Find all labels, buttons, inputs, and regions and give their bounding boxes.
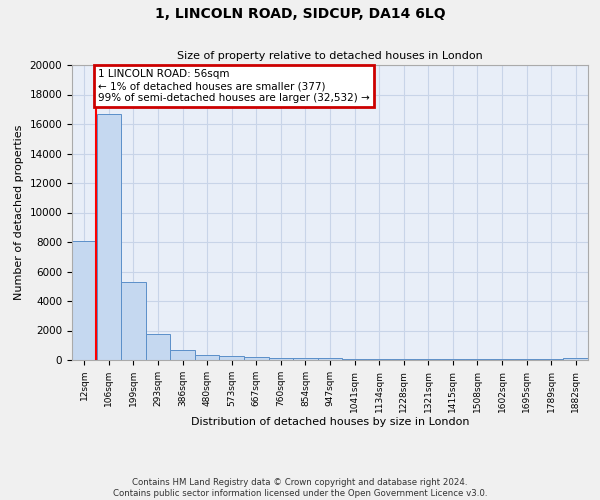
Bar bbox=[367, 359, 391, 360]
Bar bbox=[72, 240, 97, 360]
Bar bbox=[220, 356, 244, 360]
Bar bbox=[440, 359, 465, 360]
Bar bbox=[269, 358, 293, 360]
Bar bbox=[195, 355, 220, 360]
Bar bbox=[146, 334, 170, 360]
Bar bbox=[244, 357, 269, 360]
Bar bbox=[170, 350, 195, 360]
Title: Size of property relative to detached houses in London: Size of property relative to detached ho… bbox=[177, 52, 483, 62]
Text: Contains HM Land Registry data © Crown copyright and database right 2024.
Contai: Contains HM Land Registry data © Crown c… bbox=[113, 478, 487, 498]
Bar bbox=[318, 358, 342, 360]
Text: 1 LINCOLN ROAD: 56sqm
← 1% of detached houses are smaller (377)
99% of semi-deta: 1 LINCOLN ROAD: 56sqm ← 1% of detached h… bbox=[98, 70, 370, 102]
Bar bbox=[121, 282, 146, 360]
X-axis label: Distribution of detached houses by size in London: Distribution of detached houses by size … bbox=[191, 418, 469, 428]
Bar bbox=[342, 358, 367, 360]
Bar bbox=[293, 358, 318, 360]
Bar bbox=[416, 359, 440, 360]
Bar bbox=[97, 114, 121, 360]
Y-axis label: Number of detached properties: Number of detached properties bbox=[14, 125, 24, 300]
Text: 1, LINCOLN ROAD, SIDCUP, DA14 6LQ: 1, LINCOLN ROAD, SIDCUP, DA14 6LQ bbox=[155, 8, 445, 22]
Bar bbox=[391, 359, 416, 360]
Bar bbox=[563, 358, 588, 360]
